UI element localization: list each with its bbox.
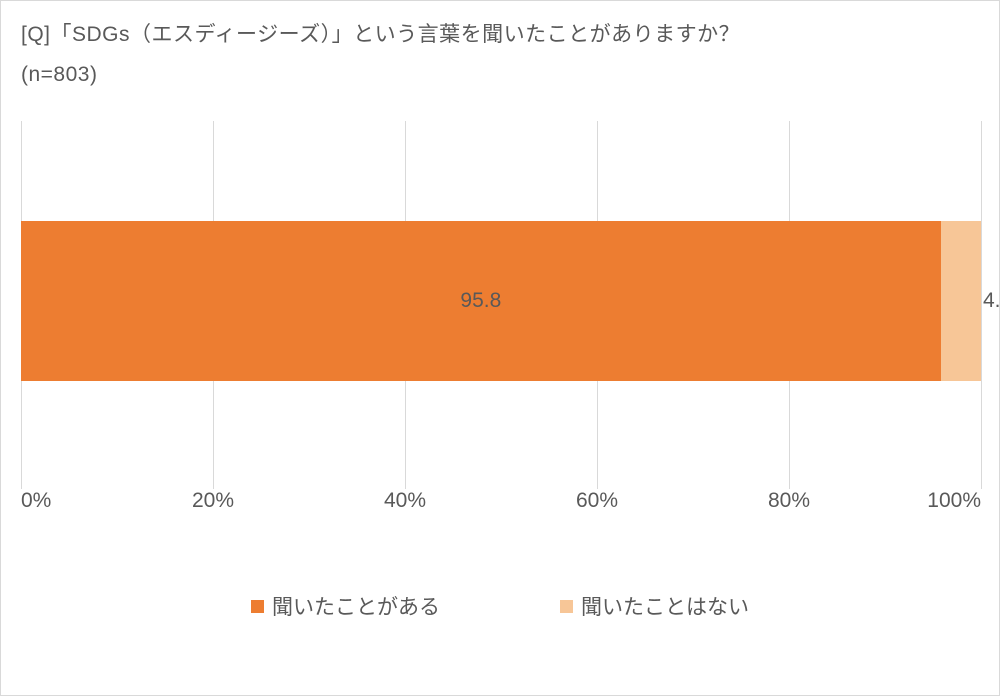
- tick-mark: [405, 481, 406, 489]
- chart-title: [Q]「SDGs（エスディージーズ）」という言葉を聞いたことがありますか？ (n…: [21, 15, 979, 95]
- tick-mark: [597, 481, 598, 489]
- title-line-1: [Q]「SDGs（エスディージーズ）」という言葉を聞いたことがありますか？: [21, 15, 979, 55]
- x-tick-label: 100%: [927, 489, 981, 513]
- bar-value-label: 95.8: [460, 289, 501, 313]
- plot-area: 95.8 4.2: [21, 121, 981, 481]
- bar-segment: 95.8: [21, 221, 941, 381]
- x-tick-label: 40%: [384, 489, 426, 513]
- tick-mark: [21, 481, 22, 489]
- legend-label: 聞いたことはない: [581, 591, 749, 621]
- x-tick-label: 60%: [576, 489, 618, 513]
- tick-mark: [213, 481, 214, 489]
- legend-item: 聞いたことはない: [560, 591, 749, 621]
- x-axis: 0% 20% 40% 60% 80% 100%: [21, 481, 981, 521]
- legend-label: 聞いたことがある: [272, 591, 440, 621]
- x-tick-label: 20%: [192, 489, 234, 513]
- legend-item: 聞いたことがある: [251, 591, 440, 621]
- tick-mark: [789, 481, 790, 489]
- title-line-2: (n=803): [21, 55, 979, 95]
- x-tick-label: 0%: [21, 489, 51, 513]
- chart-container: [Q]「SDGs（エスディージーズ）」という言葉を聞いたことがありますか？ (n…: [0, 0, 1000, 696]
- legend-swatch: [560, 600, 573, 613]
- legend: 聞いたことがある 聞いたことはない: [1, 591, 999, 621]
- bar-segment: 4.2: [941, 221, 981, 381]
- x-tick-label: 80%: [768, 489, 810, 513]
- stacked-bar: 95.8 4.2: [21, 221, 981, 381]
- tick-mark: [981, 481, 982, 489]
- legend-swatch: [251, 600, 264, 613]
- bar-value-label: 4.2: [981, 289, 1000, 313]
